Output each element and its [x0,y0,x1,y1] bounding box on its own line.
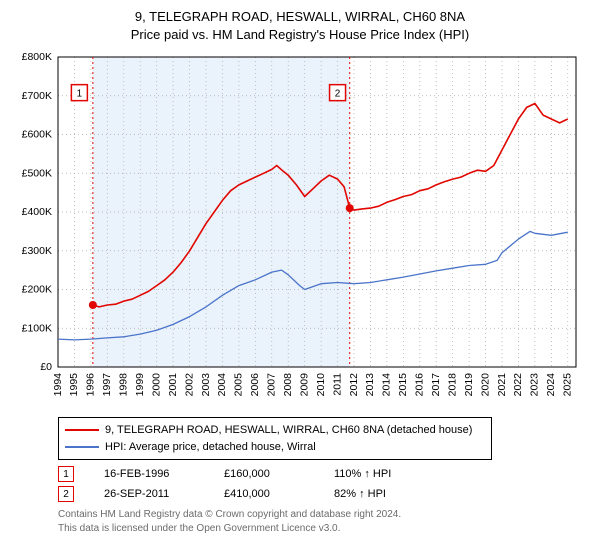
y-tick-label: £800K [22,51,52,63]
x-tick-label: 2019 [463,373,475,397]
chart-title: 9, TELEGRAPH ROAD, HESWALL, WIRRAL, CH60… [10,8,590,43]
attribution-line-1: Contains HM Land Registry data © Crown c… [58,508,590,522]
legend-row: HPI: Average price, detached house, Wirr… [65,439,485,456]
y-tick-label: £400K [22,206,52,218]
title-line-2: Price paid vs. HM Land Registry's House … [10,26,590,44]
transaction-date: 26-SEP-2011 [104,488,194,500]
x-tick-label: 2003 [200,373,212,397]
x-tick-label: 2002 [183,373,195,397]
y-tick-label: £600K [22,129,52,141]
y-tick-label: £100K [22,322,52,334]
x-tick-label: 2018 [446,373,458,397]
y-tick-label: £300K [22,245,52,257]
chart-area: £0 £100K £200K £300K £400K £500K £600K £700K £80… [10,49,590,409]
legend-label: HPI: Average price, detached house, Wirr… [105,439,316,456]
chart-marker-num: 1 [77,89,83,100]
transaction-pct: 110% ↑ HPI [334,468,391,480]
transaction-pct: 82% ↑ HPI [334,488,386,500]
x-tick-label: 2025 [562,373,574,397]
legend-swatch [65,446,99,448]
legend-label: 9, TELEGRAPH ROAD, HESWALL, WIRRAL, CH60… [105,422,472,439]
y-tick-label: £0 [40,361,52,373]
x-tick-label: 2004 [216,373,228,397]
transaction-price: £410,000 [224,488,304,500]
transaction-price: £160,000 [224,468,304,480]
transaction-row: 1 16-FEB-1996 £160,000 110% ↑ HPI [58,466,590,482]
attribution-line-2: This data is licensed under the Open Gov… [58,522,590,536]
x-tick-label: 2017 [430,373,442,397]
transaction-date: 16-FEB-1996 [104,468,194,480]
x-tick-label: 1999 [134,373,146,397]
x-tick-label: 2011 [331,373,343,396]
x-tick-label: 2015 [397,373,409,397]
x-tick-label: 1994 [52,373,64,397]
shaded-band [93,57,350,367]
x-tick-label: 2000 [150,373,162,397]
x-tick-label: 2008 [282,373,294,397]
title-line-1: 9, TELEGRAPH ROAD, HESWALL, WIRRAL, CH60… [10,8,590,26]
chart-svg: £0 £100K £200K £300K £400K £500K £600K £700K £80… [10,49,590,409]
x-tick-label: 2014 [381,373,393,397]
x-tick-label: 1996 [85,373,97,397]
legend: 9, TELEGRAPH ROAD, HESWALL, WIRRAL, CH60… [58,417,492,460]
x-tick-label: 2006 [249,373,261,397]
transaction-row: 2 26-SEP-2011 £410,000 82% ↑ HPI [58,486,590,502]
marker-badge: 2 [58,486,74,502]
x-tick-label: 2013 [364,373,376,397]
legend-row: 9, TELEGRAPH ROAD, HESWALL, WIRRAL, CH60… [65,422,485,439]
legend-swatch [65,429,99,431]
x-tick-label: 2010 [315,373,327,397]
x-tick-label: 2016 [414,373,426,397]
x-tick-label: 2022 [512,373,524,397]
sale-point [89,301,97,309]
x-tick-label: 2005 [233,373,245,397]
y-tick-label: £500K [22,167,52,179]
marker-badge: 1 [58,466,74,482]
attribution: Contains HM Land Registry data © Crown c… [58,508,590,535]
sale-point [346,204,354,212]
y-tick-label: £700K [22,90,52,102]
x-tick-label: 2001 [167,373,179,397]
x-tick-label: 2012 [348,373,360,397]
x-tick-label: 2009 [298,373,310,397]
transaction-table: 1 16-FEB-1996 £160,000 110% ↑ HPI 2 26-SEP-20… [58,466,590,502]
x-tick-label: 2024 [545,373,557,397]
chart-marker-num: 2 [335,89,341,100]
y-tick-label: £200K [22,284,52,296]
x-tick-label: 1995 [68,373,80,397]
x-tick-label: 2021 [496,373,508,397]
x-tick-label: 2020 [479,373,491,397]
x-tick-label: 1998 [118,373,130,397]
x-tick-label: 2007 [266,373,278,397]
x-tick-label: 2023 [529,373,541,397]
x-tick-label: 1997 [101,373,113,397]
